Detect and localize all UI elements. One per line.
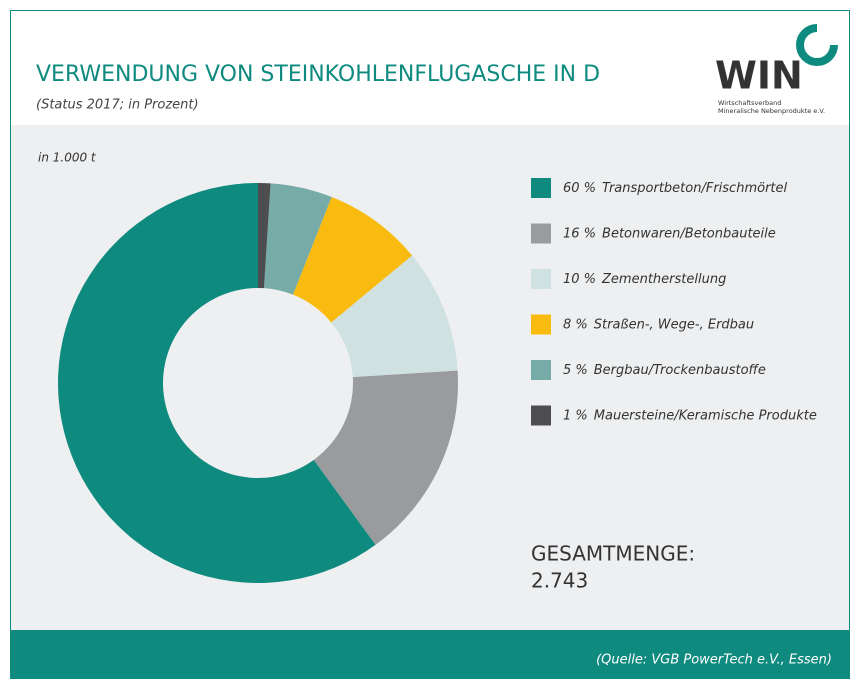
legend-swatch bbox=[531, 223, 551, 244]
legend-category: Zementherstellung bbox=[601, 272, 726, 287]
slice bbox=[331, 255, 458, 378]
legend-label: 8 % Straßen-, Wege-, Erdbau bbox=[563, 317, 754, 332]
legend-value: 16 % bbox=[563, 226, 596, 241]
footer-bar bbox=[10, 630, 850, 679]
unit-note: in 1.000 t bbox=[38, 151, 97, 165]
legend-label: 60 % Transportbeton/Frischmörtel bbox=[563, 181, 788, 196]
donut bbox=[57, 183, 458, 583]
legend-swatch bbox=[531, 360, 551, 380]
legend-value: 1 % bbox=[563, 408, 588, 423]
total-label: GESAMTMENGE: bbox=[531, 542, 695, 566]
legend-swatch bbox=[531, 269, 551, 289]
slice bbox=[292, 197, 413, 323]
legend-category: Betonwaren/Betonbauteile bbox=[602, 226, 776, 241]
logo: WIN Wirtschaftsverband Mineralische Nebe… bbox=[715, 24, 838, 115]
legend-value: 8 % bbox=[563, 317, 588, 332]
legend-swatch bbox=[531, 314, 551, 335]
legend-category: Bergbau/Trockenbaustoffe bbox=[594, 363, 766, 378]
legend-value: 60 % bbox=[563, 181, 596, 196]
legend-category: Straßen-, Wege-, Erdbau bbox=[594, 317, 754, 332]
legend-value: 5 % bbox=[563, 363, 588, 378]
legend-swatch bbox=[531, 178, 551, 198]
legend-label: 1 % Mauersteine/Keramische Produkte bbox=[563, 408, 817, 423]
logo-name: WIN bbox=[715, 54, 803, 98]
legend: 60 % Transportbeton/Frischmörtel 16 % Beton… bbox=[531, 178, 817, 426]
slice bbox=[57, 183, 376, 583]
subtitle: (Status 2017; in Prozent) bbox=[36, 98, 199, 113]
legend-label: 5 % Bergbau/Trockenbaustoffe bbox=[563, 363, 766, 378]
legend-category: Mauersteine/Keramische Produkte bbox=[594, 408, 817, 423]
logo-line: Wirtschaftsverband bbox=[718, 99, 781, 107]
legend-swatch bbox=[531, 405, 551, 426]
logo-icon bbox=[796, 24, 838, 66]
legend-category: Transportbeton/Frischmörtel bbox=[602, 181, 787, 196]
slice bbox=[258, 183, 271, 289]
slice bbox=[313, 370, 458, 545]
legend-value: 10 % bbox=[563, 272, 596, 287]
source: (Quelle: VGB PowerTech e.V., Essen) bbox=[596, 653, 832, 668]
legend-label: 10 % Zementherstellung bbox=[563, 272, 726, 287]
legend-label: 16 % Betonwaren/Betonbauteile bbox=[563, 226, 776, 241]
slice bbox=[263, 183, 332, 295]
total-value: 2.743 bbox=[531, 569, 588, 593]
logo-line: Mineralische Nebenprodukte e.V. bbox=[718, 107, 825, 115]
title: VERWENDUNG VON STEINKOHLENFLUGASCHE IN D bbox=[36, 62, 600, 87]
